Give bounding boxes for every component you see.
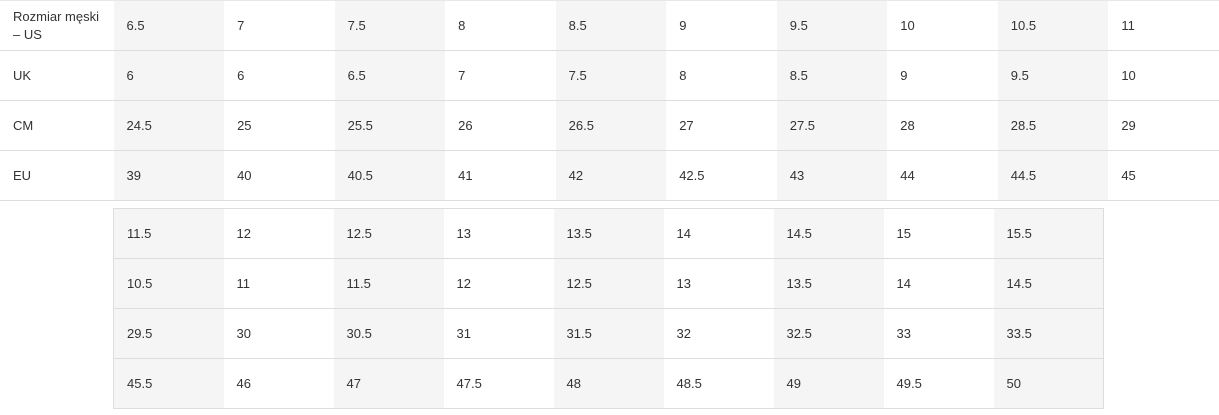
cell-eu-ext-6: 48.5 xyxy=(663,358,774,409)
table-row: UK 6 6 6.5 7 7.5 8 8.5 9 9.5 10 xyxy=(0,50,1219,101)
cell-us-2: 7 xyxy=(224,0,335,51)
cell-cm-7: 27.5 xyxy=(776,100,888,151)
table-row: EU 39 40 40.5 41 42 42.5 43 44 44.5 45 xyxy=(0,150,1219,201)
cell-us-7: 9.5 xyxy=(776,0,888,51)
cell-us-3: 7.5 xyxy=(334,0,446,51)
row-label-us: Rozmiar męski – US xyxy=(0,0,114,51)
cell-eu-ext-4: 47.5 xyxy=(443,358,554,409)
cell-us-ext-2: 12 xyxy=(223,208,334,259)
cell-cm-ext-9: 33.5 xyxy=(993,308,1104,359)
cell-eu-ext-1: 45.5 xyxy=(113,358,224,409)
table-row: 29.5 30 30.5 31 31.5 32 32.5 33 33.5 xyxy=(113,308,1104,359)
cell-uk-ext-2: 11 xyxy=(223,258,334,309)
cell-eu-ext-3: 47 xyxy=(333,358,444,409)
table-row: 10.5 11 11.5 12 12.5 13 13.5 14 14.5 xyxy=(113,258,1104,309)
cell-eu-ext-7: 49 xyxy=(773,358,884,409)
cell-uk-7: 8.5 xyxy=(776,50,888,101)
cell-us-5: 8.5 xyxy=(555,0,667,51)
cell-eu-ext-8: 49.5 xyxy=(883,358,994,409)
table-row: 45.5 46 47 47.5 48 48.5 49 49.5 50 xyxy=(113,358,1104,409)
cell-eu-10: 45 xyxy=(1108,150,1219,201)
table-row: Rozmiar męski – US 6.5 7 7.5 8 8.5 9 9.5… xyxy=(0,0,1219,51)
cell-us-6: 9 xyxy=(666,0,777,51)
table-row: 11.5 12 12.5 13 13.5 14 14.5 15 15.5 xyxy=(113,208,1104,259)
cell-cm-8: 28 xyxy=(887,100,998,151)
cell-us-ext-8: 15 xyxy=(883,208,994,259)
cell-eu-4: 41 xyxy=(445,150,556,201)
size-table-secondary: 11.5 12 12.5 13 13.5 14 14.5 15 15.5 10.… xyxy=(113,208,1104,409)
cell-uk-ext-7: 13.5 xyxy=(773,258,884,309)
cell-uk-ext-8: 14 xyxy=(883,258,994,309)
table-row: CM 24.5 25 25.5 26 26.5 27 27.5 28 28.5 … xyxy=(0,100,1219,151)
cell-cm-9: 28.5 xyxy=(997,100,1109,151)
cell-eu-3: 40.5 xyxy=(334,150,446,201)
cell-us-4: 8 xyxy=(445,0,556,51)
cell-us-9: 10.5 xyxy=(997,0,1109,51)
cell-uk-9: 9.5 xyxy=(997,50,1109,101)
cell-uk-1: 6 xyxy=(113,50,225,101)
cell-cm-3: 25.5 xyxy=(334,100,446,151)
cell-cm-ext-5: 31.5 xyxy=(553,308,664,359)
cell-us-10: 11 xyxy=(1108,0,1219,51)
cell-cm-ext-2: 30 xyxy=(223,308,334,359)
cell-uk-ext-4: 12 xyxy=(443,258,554,309)
cell-us-1: 6.5 xyxy=(113,0,225,51)
cell-uk-ext-3: 11.5 xyxy=(333,258,444,309)
cell-cm-5: 26.5 xyxy=(555,100,667,151)
cell-uk-ext-9: 14.5 xyxy=(993,258,1104,309)
cell-cm-ext-3: 30.5 xyxy=(333,308,444,359)
cell-uk-ext-1: 10.5 xyxy=(113,258,224,309)
cell-cm-ext-8: 33 xyxy=(883,308,994,359)
cell-cm-ext-1: 29.5 xyxy=(113,308,224,359)
cell-eu-ext-9: 50 xyxy=(993,358,1104,409)
cell-uk-2: 6 xyxy=(224,50,335,101)
cell-cm-ext-6: 32 xyxy=(663,308,774,359)
cell-eu-7: 43 xyxy=(776,150,888,201)
cell-eu-ext-5: 48 xyxy=(553,358,664,409)
cell-us-ext-9: 15.5 xyxy=(993,208,1104,259)
cell-eu-2: 40 xyxy=(224,150,335,201)
cell-us-ext-5: 13.5 xyxy=(553,208,664,259)
cell-eu-1: 39 xyxy=(113,150,225,201)
row-label-cm: CM xyxy=(0,100,114,151)
cell-us-ext-7: 14.5 xyxy=(773,208,884,259)
cell-uk-ext-6: 13 xyxy=(663,258,774,309)
cell-cm-1: 24.5 xyxy=(113,100,225,151)
cell-cm-ext-7: 32.5 xyxy=(773,308,884,359)
cell-cm-4: 26 xyxy=(445,100,556,151)
cell-eu-ext-2: 46 xyxy=(223,358,334,409)
cell-uk-8: 9 xyxy=(887,50,998,101)
row-label-eu: EU xyxy=(0,150,114,201)
cell-uk-3: 6.5 xyxy=(334,50,446,101)
cell-cm-ext-4: 31 xyxy=(443,308,554,359)
cell-eu-9: 44.5 xyxy=(997,150,1109,201)
cell-cm-10: 29 xyxy=(1108,100,1219,151)
cell-us-8: 10 xyxy=(887,0,998,51)
cell-eu-6: 42.5 xyxy=(666,150,777,201)
cell-us-ext-3: 12.5 xyxy=(333,208,444,259)
cell-uk-5: 7.5 xyxy=(555,50,667,101)
size-table-primary: Rozmiar męski – US 6.5 7 7.5 8 8.5 9 9.5… xyxy=(0,0,1219,201)
cell-uk-6: 8 xyxy=(666,50,777,101)
cell-uk-10: 10 xyxy=(1108,50,1219,101)
cell-eu-5: 42 xyxy=(555,150,667,201)
cell-us-ext-1: 11.5 xyxy=(113,208,224,259)
cell-us-ext-6: 14 xyxy=(663,208,774,259)
row-label-uk: UK xyxy=(0,50,114,101)
size-table-primary-body: Rozmiar męski – US 6.5 7 7.5 8 8.5 9 9.5… xyxy=(0,0,1219,201)
cell-uk-4: 7 xyxy=(445,50,556,101)
cell-uk-ext-5: 12.5 xyxy=(553,258,664,309)
cell-eu-8: 44 xyxy=(887,150,998,201)
cell-cm-2: 25 xyxy=(224,100,335,151)
cell-cm-6: 27 xyxy=(666,100,777,151)
size-table-secondary-body: 11.5 12 12.5 13 13.5 14 14.5 15 15.5 10.… xyxy=(113,208,1104,409)
cell-us-ext-4: 13 xyxy=(443,208,554,259)
